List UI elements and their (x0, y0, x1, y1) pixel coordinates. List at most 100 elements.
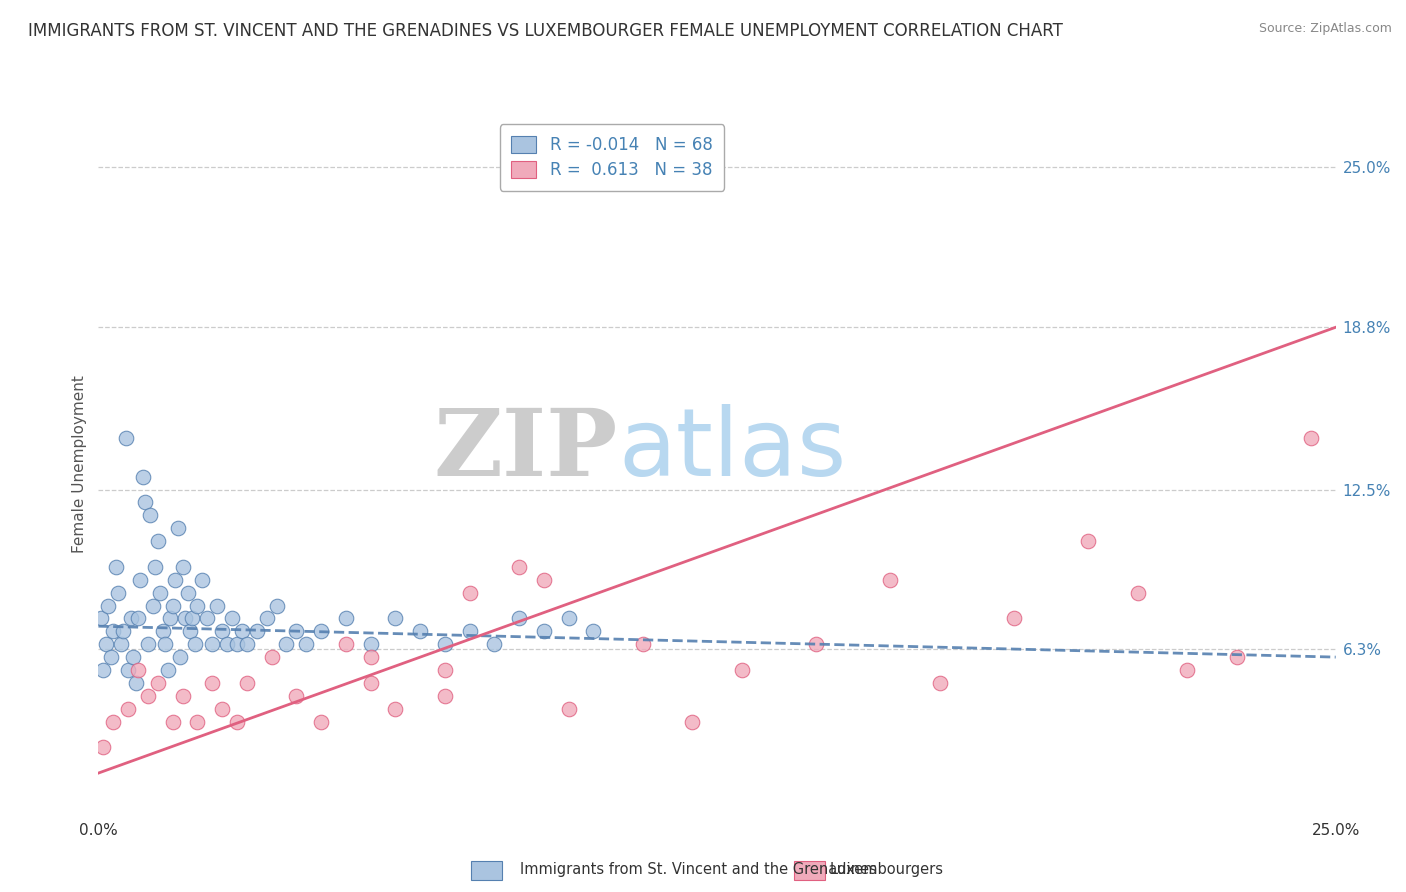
Point (129, 573, 152, 587)
Point (172, 689, 194, 703)
Point (174, 611, 197, 625)
Point (508, 560, 530, 574)
Point (93, 663, 115, 677)
Point (184, 637, 207, 651)
Point (100, 650, 122, 665)
Point (152, 624, 174, 639)
Point (186, 599, 208, 613)
Point (120, 611, 142, 625)
Point (246, 624, 269, 639)
Point (276, 637, 298, 651)
Text: Immigrants from St. Vincent and the Grenadines: Immigrants from St. Vincent and the Gren… (520, 863, 877, 877)
Point (236, 676, 259, 690)
Point (176, 585, 198, 599)
Point (309, 714, 332, 729)
Point (557, 611, 579, 625)
Point (384, 611, 406, 625)
Text: Luxembourgers: Luxembourgers (830, 863, 943, 877)
Point (93, 740, 115, 755)
Point (433, 663, 456, 677)
Point (112, 624, 135, 639)
Point (285, 689, 308, 703)
Point (533, 573, 555, 587)
Point (127, 663, 149, 677)
Y-axis label: Female Unemployment: Female Unemployment (72, 375, 87, 553)
Point (928, 676, 950, 690)
Point (557, 701, 579, 715)
Point (162, 599, 184, 613)
Point (134, 495, 156, 509)
Point (335, 637, 357, 651)
Point (458, 624, 481, 639)
Point (104, 560, 127, 574)
Point (731, 663, 754, 677)
Point (1077, 534, 1099, 549)
Point (804, 637, 827, 651)
Point (1002, 611, 1025, 625)
Point (127, 611, 149, 625)
Point (195, 611, 218, 625)
Point (124, 676, 146, 690)
Point (181, 611, 204, 625)
Point (631, 637, 654, 651)
Point (236, 637, 259, 651)
Point (201, 676, 224, 690)
Point (260, 650, 283, 665)
Point (221, 611, 243, 625)
Point (433, 689, 456, 703)
Point (1299, 431, 1322, 445)
Text: IMMIGRANTS FROM ST. VINCENT AND THE GRENADINES VS LUXEMBOURGER FEMALE UNEMPLOYME: IMMIGRANTS FROM ST. VINCENT AND THE GREN… (28, 22, 1063, 40)
Text: atlas: atlas (619, 404, 846, 496)
Point (179, 624, 201, 639)
Point (217, 637, 239, 651)
Point (165, 573, 187, 587)
Point (146, 534, 169, 549)
Point (433, 637, 456, 651)
Point (360, 650, 382, 665)
Point (136, 689, 159, 703)
Point (226, 637, 249, 651)
Point (484, 637, 506, 651)
Point (384, 701, 406, 715)
Point (360, 676, 382, 690)
Point (211, 624, 233, 639)
Point (879, 573, 901, 587)
Point (103, 624, 125, 639)
Point (132, 469, 155, 483)
Point (162, 714, 184, 729)
Point (114, 431, 136, 445)
Text: Source: ZipAtlas.com: Source: ZipAtlas.com (1258, 22, 1392, 36)
Point (309, 624, 332, 639)
Point (1226, 650, 1249, 665)
Point (458, 585, 481, 599)
Point (97, 599, 120, 613)
Point (146, 676, 169, 690)
Point (94, 637, 117, 651)
Point (231, 624, 253, 639)
Point (103, 714, 125, 729)
Point (149, 585, 172, 599)
Point (117, 663, 139, 677)
Point (90, 611, 112, 625)
Point (211, 701, 233, 715)
Point (409, 624, 432, 639)
Text: ZIP: ZIP (434, 405, 619, 495)
Point (117, 701, 139, 715)
Point (169, 650, 191, 665)
Point (582, 624, 605, 639)
Point (143, 560, 166, 574)
Point (107, 585, 129, 599)
Point (136, 637, 159, 651)
Point (266, 599, 288, 613)
Point (533, 624, 555, 639)
Point (139, 508, 162, 523)
Point (122, 650, 145, 665)
Point (360, 637, 382, 651)
Point (159, 611, 181, 625)
Point (110, 637, 132, 651)
Point (172, 560, 194, 574)
Point (335, 611, 357, 625)
Point (155, 637, 177, 651)
Point (191, 573, 214, 587)
Legend: R = -0.014   N = 68, R =  0.613   N = 38: R = -0.014 N = 68, R = 0.613 N = 38 (499, 124, 724, 191)
